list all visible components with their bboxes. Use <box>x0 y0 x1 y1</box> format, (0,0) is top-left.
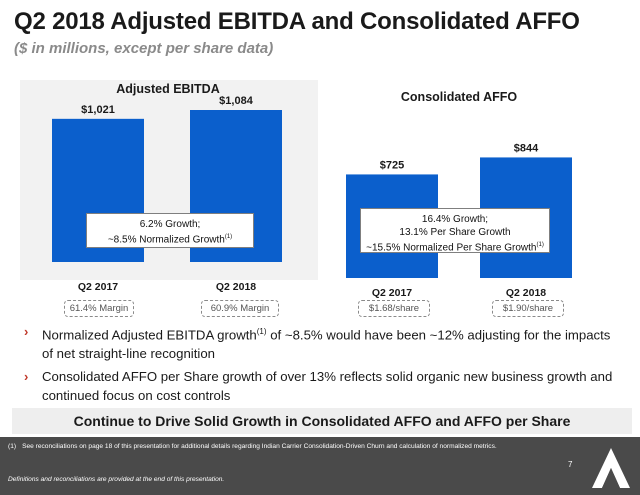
page-subtitle: ($ in millions, except per share data) <box>14 40 274 57</box>
affo-growth-line3: ~15.5% Normalized Per Share Growth(1) <box>366 242 544 254</box>
affo-growth-annotation: 16.4% Growth; 13.1% Per Share Growth ~15… <box>360 208 550 253</box>
ebitda-chart-panel <box>20 80 318 280</box>
affo-category-label: Q2 2018 <box>506 287 546 299</box>
company-logo <box>592 448 630 488</box>
bullet-list: › Normalized Adjusted EBITDA growth(1) o… <box>18 322 624 409</box>
ebitda-category-label: Q2 2017 <box>78 281 118 293</box>
page-number: 7 <box>568 460 573 469</box>
ebitda-growth-annotation: 6.2% Growth; ~8.5% Normalized Growth(1) <box>86 213 254 248</box>
key-message-banner: Continue to Drive Solid Growth in Consol… <box>12 408 632 434</box>
affo-per-share-2018: $1.90/share <box>492 300 564 317</box>
affo-growth-line1: 16.4% Growth; <box>421 214 489 225</box>
footnote: (1) See reconciliations on page 18 of thi… <box>8 443 497 450</box>
bullet-item: › Consolidated AFFO per Share growth of … <box>24 369 613 404</box>
definitions-note: Definitions and reconciliations are prov… <box>8 476 225 483</box>
ebitda-margin-2018: 60.9% Margin <box>201 300 279 317</box>
footer-bar <box>0 437 640 495</box>
chevron-right-icon: › <box>24 369 29 385</box>
ebitda-growth-line1: 6.2% Growth; <box>139 219 201 230</box>
ebitda-margin-2017: 61.4% Margin <box>64 300 134 317</box>
ebitda-growth-line2: ~8.5% Normalized Growth(1) <box>107 234 233 246</box>
page-title: Q2 2018 Adjusted EBITDA and Consolidated… <box>14 8 580 35</box>
chevron-right-icon: › <box>24 324 29 339</box>
affo-per-share-2017: $1.68/share <box>358 300 430 317</box>
bullet-item: › Normalized Adjusted EBITDA growth(1) o… <box>24 324 611 362</box>
affo-growth-line2: 13.1% Per Share Growth <box>399 227 511 238</box>
affo-category-label: Q2 2017 <box>372 287 412 299</box>
ebitda-category-label: Q2 2018 <box>216 281 256 293</box>
